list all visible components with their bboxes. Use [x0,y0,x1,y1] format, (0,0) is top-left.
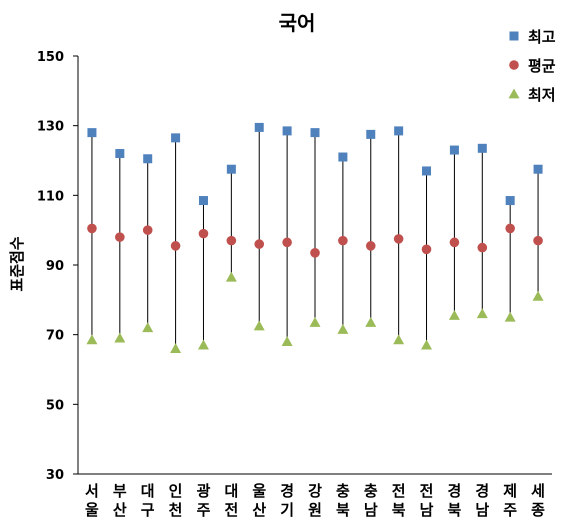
data-marks [86,122,544,353]
y-axis-label-text: 표준점수 [8,236,26,291]
data-point-triangle [281,336,293,347]
data-point-triangle [253,320,265,331]
data-point-square [422,166,432,176]
data-point-circle [533,235,543,246]
y-tick-label: 70 [46,329,64,344]
data-point-square [143,154,153,164]
chart-title: 국어 [279,11,316,35]
data-point-triangle [337,323,349,334]
data-point-circle [449,237,460,248]
legend-marker-circle [509,60,519,70]
data-point-square [310,128,320,138]
data-point-triangle [421,339,433,350]
data-point-circle [393,234,404,244]
data-point-square [87,128,97,138]
y-tick-label: 50 [46,398,64,413]
data-point-square [449,145,459,155]
data-point-triangle [309,316,321,327]
data-point-square [282,126,292,136]
data-point-triangle [476,308,488,319]
data-point-triangle [86,334,98,345]
data-point-square [338,152,348,162]
data-point-triangle [448,310,460,320]
range-lines [91,127,539,349]
data-point-square [505,196,515,206]
data-point-circle [421,244,432,255]
data-point-square [366,129,376,139]
data-point-square [254,122,264,132]
data-point-square [226,164,236,174]
data-point-circle [282,237,292,248]
y-tick-label: 150 [37,50,64,65]
y-tick-label: 130 [37,120,64,135]
data-point-triangle [504,311,516,322]
data-point-circle [338,235,348,246]
data-point-square [115,149,125,159]
data-point-circle [310,248,320,258]
legend-label: 평균 [528,57,556,75]
y-axis-label: 표준점수 [8,236,26,291]
legend-marker-square [509,31,519,41]
y-tick-label: 30 [46,468,64,483]
data-point-triangle [170,343,182,353]
data-point-triangle [365,316,377,327]
data-point-circle [170,241,181,251]
legend-label: 최저 [528,86,556,104]
axes: 30 50 70 90 110 130 150 [37,50,552,483]
legend-label: 최고 [528,28,556,46]
data-point-circle [198,228,209,239]
data-point-circle [365,241,376,251]
y-tick-label: 90 [46,259,64,274]
data-point-circle [254,239,265,249]
data-point-square [171,133,181,143]
data-point-triangle [532,290,544,301]
y-tick-label: 110 [37,189,64,204]
data-point-triangle [114,332,126,343]
data-point-square [198,196,208,206]
data-point-circle [477,242,488,253]
data-point-square [477,143,487,153]
x-category-labels: 서 울 부 산 대 구 인 천 광 주 대 전 울 산 경 기 강 원 충 북 충 남 전 북 전 남 경 북 경 남 제 주 세 종 [85,482,545,519]
data-point-circle [226,235,237,246]
data-point-triangle [142,322,154,333]
data-point-square [394,126,404,136]
data-point-square [533,164,543,174]
data-point-circle [505,223,515,234]
data-point-circle [87,223,97,234]
data-point-triangle [393,334,405,345]
data-point-circle [115,232,125,242]
data-point-triangle [197,339,209,350]
data-point-circle [142,225,153,235]
data-point-triangle [225,271,237,282]
legend-marker-triangle [508,88,520,99]
